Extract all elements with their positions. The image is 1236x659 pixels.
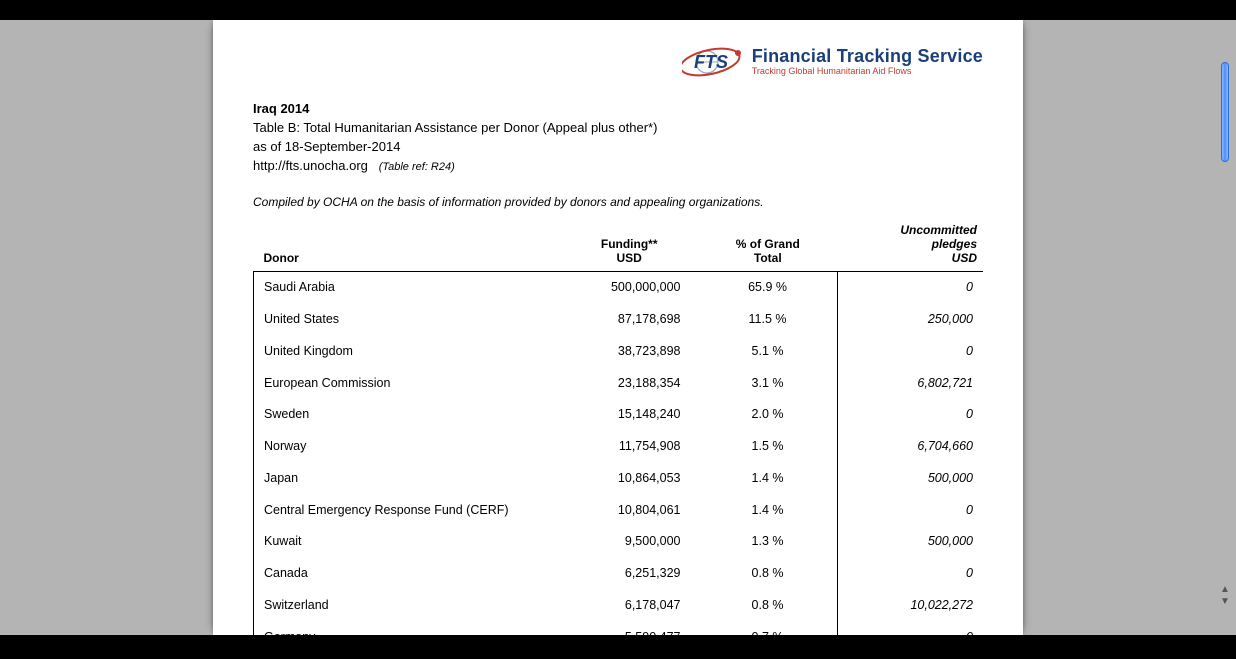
cell-donor: United States [254, 304, 560, 336]
fts-logo-icon: FTS [682, 38, 744, 86]
cell-percent: 1.4 % [698, 495, 837, 527]
cell-funding: 6,178,047 [560, 590, 699, 622]
cell-pledge: 0 [837, 272, 983, 304]
table-row: Canada6,251,3290.8 %0 [254, 558, 984, 590]
cell-donor: Switzerland [254, 590, 560, 622]
report-title: Iraq 2014 [253, 100, 983, 119]
cell-percent: 11.5 % [698, 304, 837, 336]
cell-pledge: 6,704,660 [837, 431, 983, 463]
cell-pledge: 10,022,272 [837, 590, 983, 622]
cell-pledge: 0 [837, 336, 983, 368]
cell-pledge: 0 [837, 495, 983, 527]
cell-pledge: 0 [837, 622, 983, 635]
report-subtitle: Table B: Total Humanitarian Assistance p… [253, 119, 983, 138]
cell-percent: 0.7 % [698, 622, 837, 635]
cell-donor: Japan [254, 463, 560, 495]
cell-donor: Saudi Arabia [254, 272, 560, 304]
report-asof: as of 18-September-2014 [253, 138, 983, 157]
document-viewport: FTS Financial Tracking Service Tracking … [0, 20, 1236, 635]
table-row: Norway11,754,9081.5 %6,704,660 [254, 431, 984, 463]
cell-pledge: 0 [837, 399, 983, 431]
compiled-note: Compiled by OCHA on the basis of informa… [253, 195, 983, 209]
cell-donor: Central Emergency Response Fund (CERF) [254, 495, 560, 527]
scroll-down-icon[interactable]: ▼ [1220, 597, 1230, 607]
report-header: Iraq 2014 Table B: Total Humanitarian As… [253, 100, 983, 175]
report-url-line: http://fts.unocha.org (Table ref: R24) [253, 157, 983, 176]
donor-table-body: Saudi Arabia500,000,00065.9 %0United Sta… [254, 272, 984, 635]
table-row: United States87,178,69811.5 %250,000 [254, 304, 984, 336]
cell-percent: 1.4 % [698, 463, 837, 495]
table-row: Kuwait9,500,0001.3 %500,000 [254, 526, 984, 558]
scrollbar-thumb[interactable] [1221, 62, 1229, 162]
cell-pledge: 500,000 [837, 526, 983, 558]
cell-funding: 10,804,061 [560, 495, 699, 527]
cell-funding: 38,723,898 [560, 336, 699, 368]
cell-pledge: 6,802,721 [837, 368, 983, 400]
cell-pledge: 250,000 [837, 304, 983, 336]
table-row: United Kingdom38,723,8985.1 %0 [254, 336, 984, 368]
cell-percent: 1.3 % [698, 526, 837, 558]
cell-funding: 500,000,000 [560, 272, 699, 304]
cell-donor: Kuwait [254, 526, 560, 558]
table-row: Saudi Arabia500,000,00065.9 %0 [254, 272, 984, 304]
col-pledges: Uncommitted pledges USD [837, 219, 983, 272]
cell-percent: 0.8 % [698, 590, 837, 622]
cell-donor: Germany [254, 622, 560, 635]
cell-percent: 2.0 % [698, 399, 837, 431]
table-row: Sweden15,148,2402.0 %0 [254, 399, 984, 431]
letterbox-top [0, 0, 1236, 20]
cell-donor: Sweden [254, 399, 560, 431]
cell-percent: 5.1 % [698, 336, 837, 368]
col-donor: Donor [254, 219, 560, 272]
donor-table: Donor Funding**USD % of GrandTotal Uncom… [253, 219, 983, 635]
svg-text:FTS: FTS [694, 52, 728, 72]
cell-percent: 65.9 % [698, 272, 837, 304]
cell-funding: 6,251,329 [560, 558, 699, 590]
letterbox-bottom [0, 635, 1236, 659]
cell-funding: 23,188,354 [560, 368, 699, 400]
cell-donor: Canada [254, 558, 560, 590]
document-page: FTS Financial Tracking Service Tracking … [213, 20, 1023, 635]
cell-percent: 1.5 % [698, 431, 837, 463]
cell-funding: 87,178,698 [560, 304, 699, 336]
cell-pledge: 500,000 [837, 463, 983, 495]
table-row: Central Emergency Response Fund (CERF)10… [254, 495, 984, 527]
fts-logo: FTS Financial Tracking Service Tracking … [682, 38, 983, 86]
scrollbar-track[interactable] [1221, 62, 1229, 589]
cell-donor: European Commission [254, 368, 560, 400]
col-funding: Funding**USD [560, 219, 699, 272]
cell-donor: United Kingdom [254, 336, 560, 368]
report-url-link[interactable]: http://fts.unocha.org [253, 158, 368, 173]
table-ref: (Table ref: R24) [379, 161, 455, 173]
cell-funding: 9,500,000 [560, 526, 699, 558]
logo-title: Financial Tracking Service [752, 47, 983, 67]
cell-funding: 11,754,908 [560, 431, 699, 463]
logo-subtitle: Tracking Global Humanitarian Aid Flows [752, 67, 983, 77]
cell-funding: 10,864,053 [560, 463, 699, 495]
cell-funding: 15,148,240 [560, 399, 699, 431]
table-row: European Commission23,188,3543.1 %6,802,… [254, 368, 984, 400]
table-row: Germany5,590,4770.7 %0 [254, 622, 984, 635]
cell-funding: 5,590,477 [560, 622, 699, 635]
cell-donor: Norway [254, 431, 560, 463]
table-row: Japan10,864,0531.4 %500,000 [254, 463, 984, 495]
scroll-up-icon[interactable]: ▲ [1220, 585, 1230, 595]
col-percent: % of GrandTotal [698, 219, 837, 272]
cell-percent: 0.8 % [698, 558, 837, 590]
cell-percent: 3.1 % [698, 368, 837, 400]
fts-logo-text: Financial Tracking Service Tracking Glob… [752, 47, 983, 77]
vertical-scrollbar[interactable]: ▲ ▼ [1218, 44, 1232, 607]
cell-pledge: 0 [837, 558, 983, 590]
table-row: Switzerland6,178,0470.8 %10,022,272 [254, 590, 984, 622]
